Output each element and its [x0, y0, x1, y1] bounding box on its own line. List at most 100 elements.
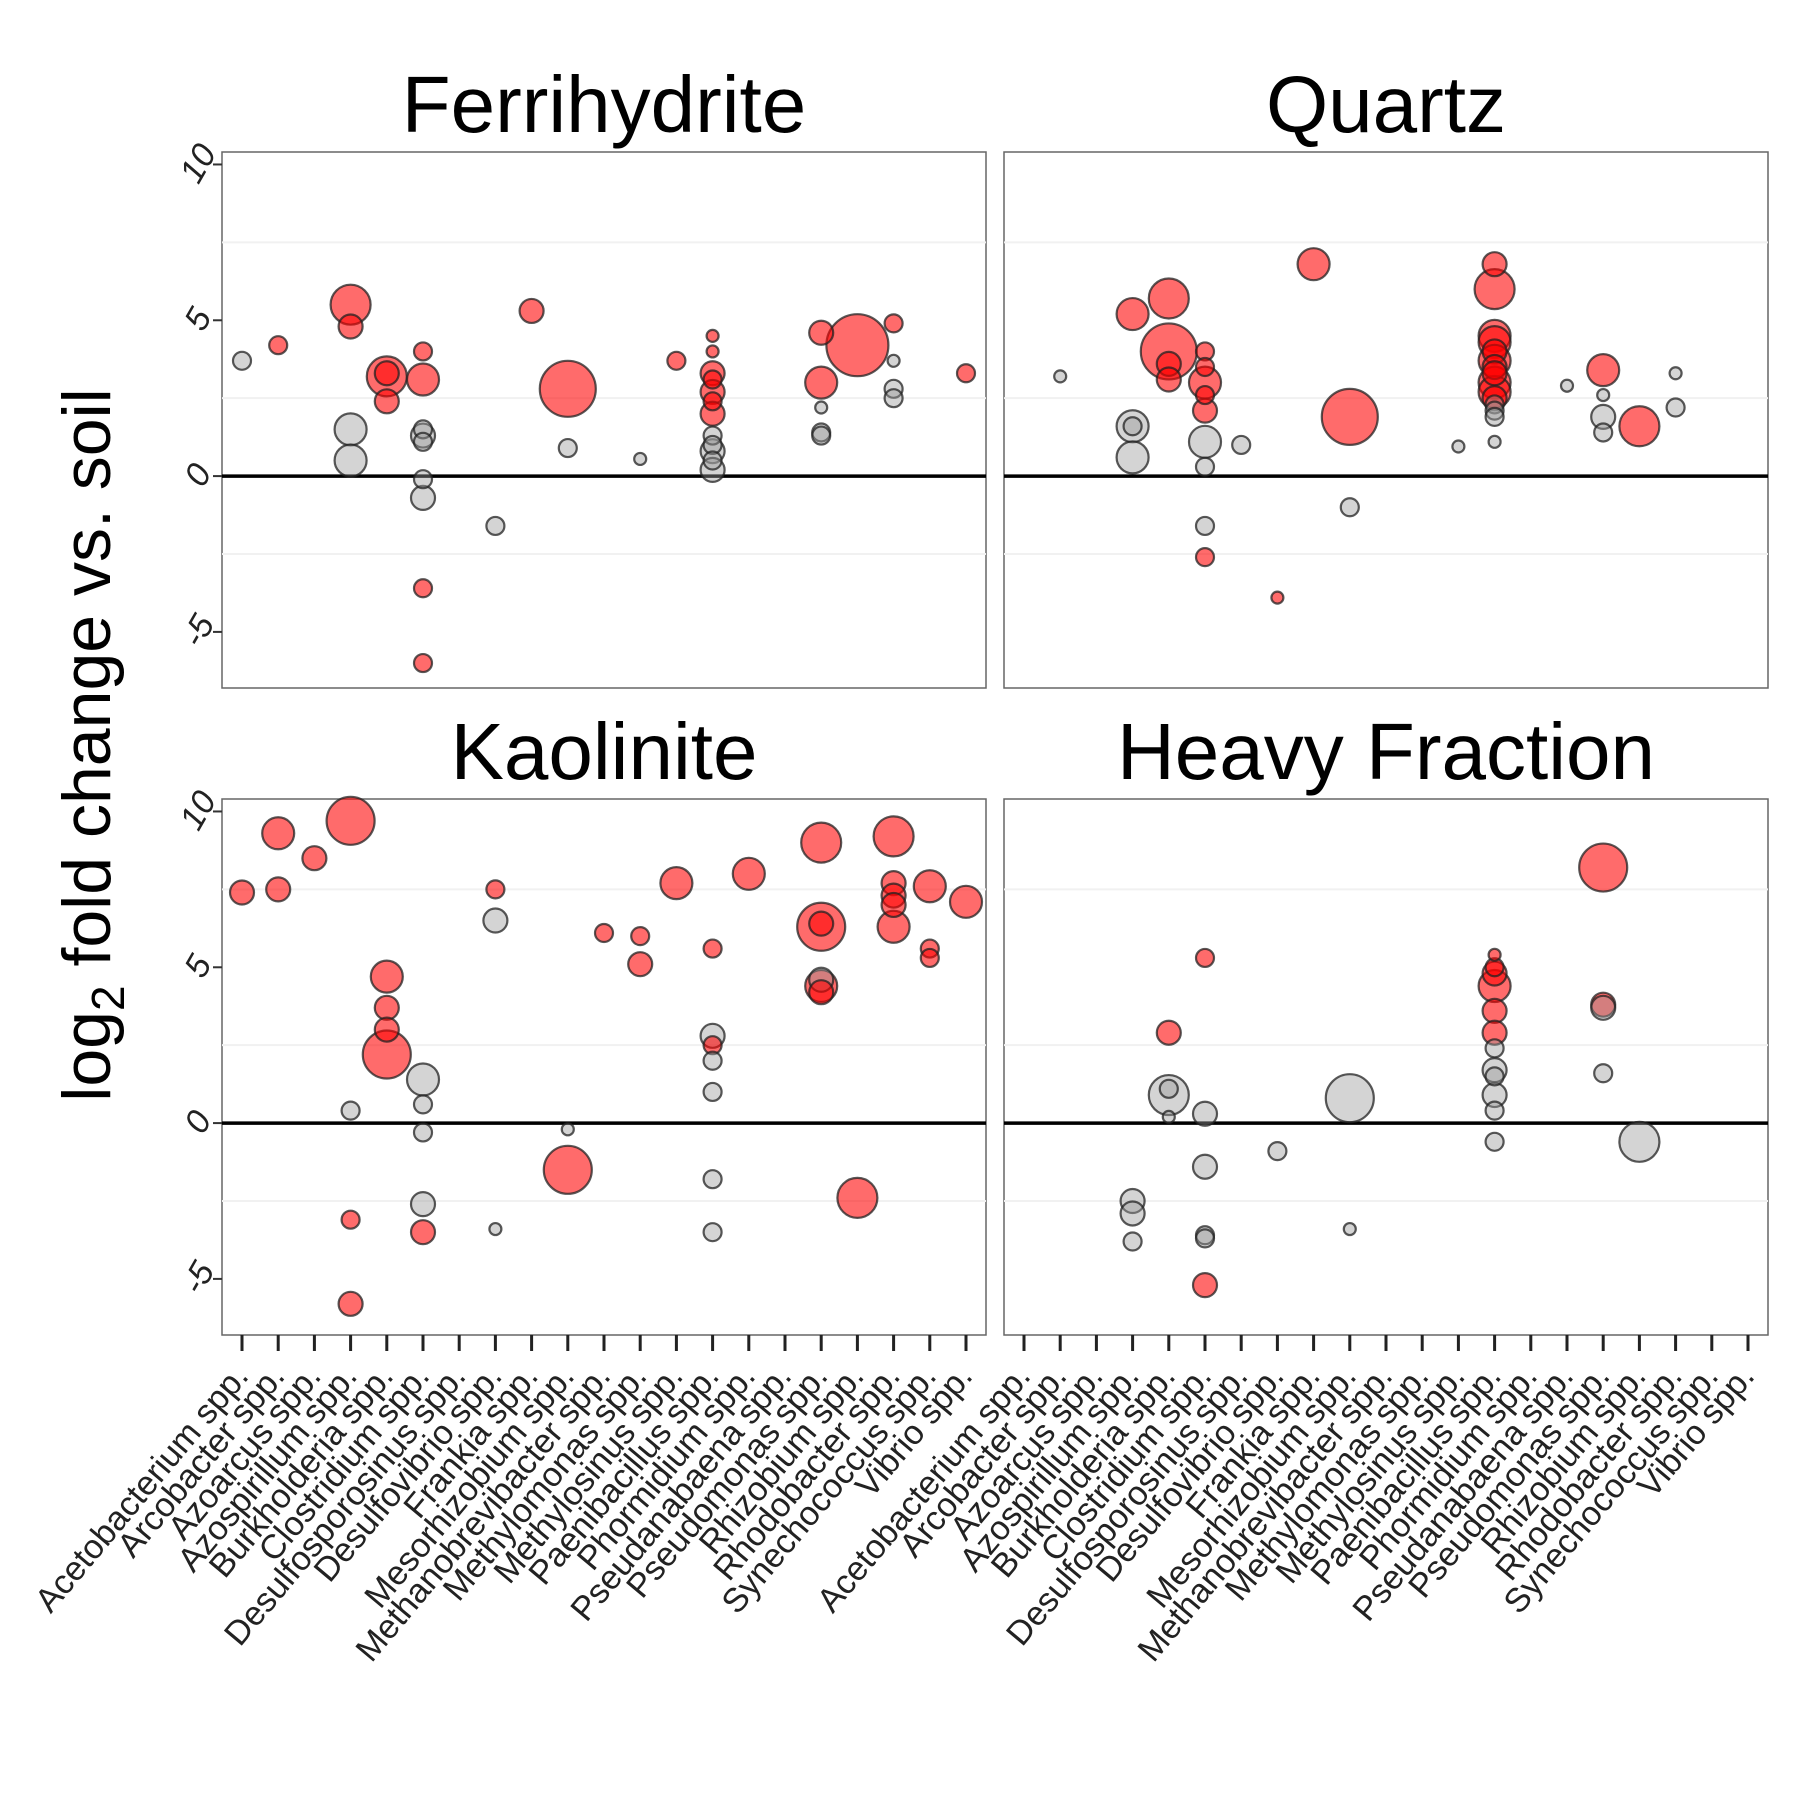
data-point: [1593, 422, 1614, 443]
data-point: [412, 341, 434, 362]
data-point: [325, 795, 376, 846]
data-point: [872, 815, 915, 858]
data-point: [1194, 456, 1216, 477]
data-point: [1147, 277, 1190, 320]
data-point: [1487, 947, 1502, 962]
data-point: [659, 866, 694, 901]
data-point: [705, 344, 720, 359]
data-point: [1194, 947, 1216, 969]
data-point: [948, 884, 984, 919]
data-point: [825, 313, 890, 378]
data-point: [1342, 1221, 1357, 1237]
panel-title: Heavy Fraction: [1117, 707, 1655, 796]
data-point: [886, 353, 901, 368]
data-point: [1481, 1081, 1508, 1109]
data-point: [702, 1169, 723, 1190]
y-tick-label: 10: [172, 785, 224, 837]
y-tick-label: 10: [172, 138, 224, 190]
data-point: [1270, 590, 1285, 605]
data-point: [373, 994, 400, 1021]
data-point: [1484, 406, 1505, 427]
data-point: [337, 1290, 364, 1317]
data-point: [1115, 440, 1150, 475]
data-point: [333, 443, 368, 478]
data-point: [369, 959, 404, 994]
data-point: [702, 450, 723, 471]
data-point: [409, 484, 437, 512]
y-tick-label: 0: [177, 457, 219, 492]
data-point: [1484, 1100, 1505, 1121]
data-point: [1115, 296, 1150, 332]
data-point: [261, 816, 296, 851]
y-tick-label: -5: [174, 608, 222, 653]
data-point: [409, 422, 437, 449]
data-point: [1668, 366, 1683, 381]
data-point: [880, 891, 907, 919]
y-axis-label-prefix: log: [49, 1011, 125, 1102]
data-point: [1481, 997, 1508, 1025]
data-point: [1296, 247, 1331, 282]
data-point: [804, 365, 839, 400]
panel-title: Kaolinite: [451, 707, 758, 796]
data-point: [1586, 353, 1621, 388]
y-axis-label: log2 fold change vs. soil: [49, 388, 134, 1102]
data-point: [1147, 1073, 1190, 1117]
data-point: [627, 951, 654, 978]
y-axis-label-suffix: fold change vs. soil: [49, 388, 125, 985]
data-point: [409, 1191, 437, 1218]
y-tick-label: 5: [177, 949, 219, 984]
data-point: [482, 907, 509, 934]
data-point: [412, 431, 434, 452]
data-point: [883, 313, 904, 334]
data-point: [1665, 397, 1686, 418]
data-point: [1187, 424, 1223, 459]
y-tick-label: -5: [174, 1255, 222, 1300]
y-tick-label: 0: [177, 1104, 219, 1139]
panel-ferrihydrite: Ferrihydrite -5 0 5 10: [172, 60, 987, 689]
data-point: [1320, 387, 1379, 446]
data-point: [373, 360, 400, 387]
data-point: [337, 313, 364, 340]
data-point: [800, 821, 843, 864]
data-point: [1484, 1131, 1505, 1152]
data-point: [808, 979, 835, 1006]
data-point: [301, 845, 328, 872]
data-point: [1119, 1200, 1146, 1227]
panel-quartz: Quartz: [1003, 60, 1769, 689]
data-point: [955, 363, 977, 384]
data-point: [1339, 497, 1360, 518]
data-point: [1593, 1063, 1614, 1084]
data-point: [1155, 1019, 1182, 1046]
data-point: [1122, 416, 1143, 437]
data-point: [1484, 1066, 1505, 1087]
data-point: [488, 1221, 503, 1237]
data-point: [1618, 405, 1661, 448]
data-point: [731, 856, 766, 891]
data-point: [705, 328, 720, 343]
data-point: [1481, 1019, 1508, 1046]
data-point: [340, 1100, 361, 1121]
data-point: [814, 400, 829, 415]
data-point: [666, 350, 687, 371]
data-point: [1231, 434, 1252, 456]
data-point: [836, 1176, 879, 1219]
data-point: [1155, 366, 1182, 393]
data-point: [1194, 384, 1216, 406]
panel-border: [1003, 798, 1769, 1336]
data-point: [593, 922, 615, 944]
data-point: [485, 515, 506, 537]
data-point: [1481, 251, 1508, 278]
data-point: [228, 879, 256, 906]
data-point: [231, 350, 253, 371]
data-point: [1122, 1231, 1143, 1252]
data-point: [340, 1209, 361, 1230]
y-axis-label-subscript: 2: [82, 985, 134, 1011]
data-point: [1590, 994, 1617, 1021]
data-point: [1618, 1120, 1661, 1163]
data-point: [1158, 1078, 1179, 1099]
data-point: [373, 1016, 400, 1043]
data-point: [1191, 1272, 1219, 1299]
data-point: [485, 879, 506, 900]
